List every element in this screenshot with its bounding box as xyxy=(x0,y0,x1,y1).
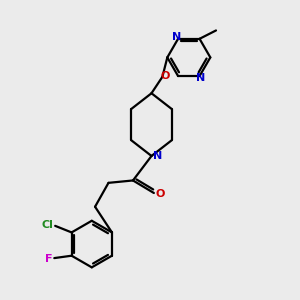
Text: O: O xyxy=(156,190,165,200)
Text: F: F xyxy=(45,254,52,264)
Text: O: O xyxy=(160,71,170,81)
Text: N: N xyxy=(196,73,206,83)
Text: N: N xyxy=(153,151,163,161)
Text: Cl: Cl xyxy=(42,220,54,230)
Text: N: N xyxy=(172,32,181,42)
